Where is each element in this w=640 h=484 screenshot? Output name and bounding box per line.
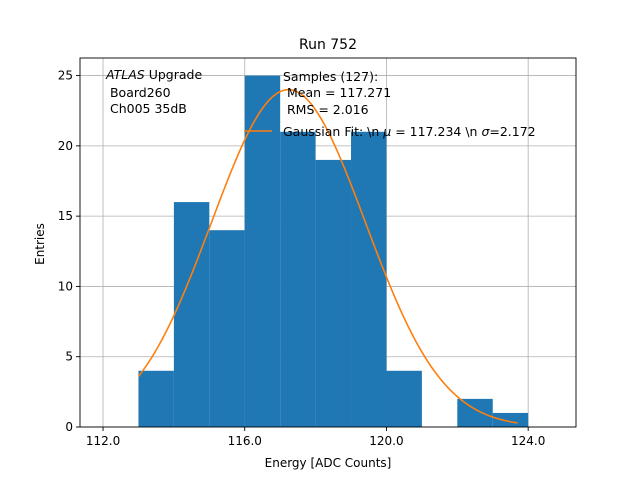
legend-mean: Mean = 117.271 (283, 85, 391, 100)
plot-frame (79, 57, 577, 428)
atlas-label: ATLAS (105, 67, 145, 82)
x-tick-label: 120.0 (369, 434, 403, 448)
gaussian-fit-line (137, 88, 518, 424)
histogram-bar (138, 370, 174, 427)
y-tick-label: 0 (65, 420, 73, 434)
legend-fit-mu: μ (382, 124, 391, 139)
chart-title: Run 752 (299, 37, 357, 53)
legend-fit-post: =2.172 (489, 124, 535, 139)
histogram-bar (351, 131, 387, 428)
channel-label: Ch005 35dB (106, 101, 187, 116)
y-tick-label: 25 (58, 69, 73, 83)
legend-samples: Samples (127): (283, 69, 378, 84)
y-tick-label: 15 (58, 209, 73, 223)
upgrade-label: Upgrade (145, 67, 203, 82)
y-axis-label: Entries (33, 223, 47, 265)
histogram-bar (386, 370, 422, 427)
board-label: Board260 (106, 85, 171, 100)
gaussian-fit (137, 88, 518, 424)
histogram-bar (492, 412, 529, 427)
legend: Samples (127): Mean = 117.271 RMS = 2.01… (244, 69, 536, 139)
histogram-bar (315, 159, 352, 427)
histogram-bars (138, 75, 529, 428)
x-tick-label: 112.0 (86, 434, 120, 448)
legend-fit-sigma: σ (481, 124, 490, 139)
histogram-bar (280, 131, 316, 428)
atlas-label-line: ATLAS Upgrade (105, 67, 202, 82)
y-tick-label: 5 (65, 350, 73, 364)
y-tick-label: 10 (58, 279, 73, 293)
histogram-bar (173, 202, 210, 427)
legend-rms: RMS = 2.016 (283, 102, 369, 117)
x-axis-label: Energy [ADC Counts] (265, 456, 392, 470)
axes: 112.0 116.0 120.0 124.0 0 5 10 15 20 25 (58, 57, 577, 448)
x-tick-label: 124.0 (511, 434, 545, 448)
y-tick-label: 20 (58, 139, 73, 153)
legend-fit-pre: Gaussian Fit: \n (283, 124, 383, 139)
histogram-bar (457, 398, 493, 427)
x-tick-label: 116.0 (228, 434, 262, 448)
histogram-bar (209, 230, 245, 427)
histogram-bar (244, 75, 281, 428)
legend-fit-label: Gaussian Fit: \n μ = 117.234 \n σ=2.172 (283, 124, 536, 139)
legend-fit-mid: = 117.234 \n (391, 124, 481, 139)
atlas-annotation: ATLAS Upgrade Board260 Ch005 35dB (105, 67, 202, 116)
